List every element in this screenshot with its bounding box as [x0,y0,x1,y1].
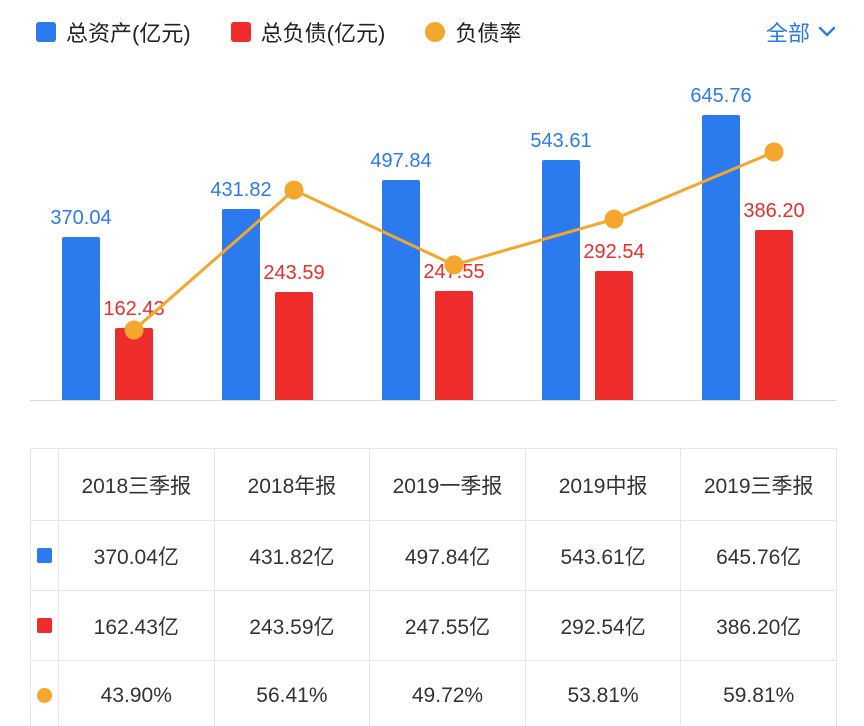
table-header: 2019中报 [524,448,681,520]
table-corner-cell [30,448,58,520]
assets-bar[interactable] [702,115,740,400]
liabilities-bar[interactable] [595,270,633,400]
table-cell: 645.76亿 [680,520,836,590]
row-legend-cell [30,660,58,726]
assets-value-label: 497.84 [370,150,432,173]
period-filter-label: 全部 [765,21,810,46]
legend-item-liabilities[interactable]: 总负债(亿元) [230,16,386,48]
chart-legend: 总资产(亿元) 总负债(亿元) 负债率 全部 [0,14,864,50]
table-cell: 243.59亿 [213,590,370,660]
legend-label: 总资产(亿元) [66,21,191,46]
liabilities-bar[interactable] [755,229,793,400]
legend-label: 总负债(亿元) [260,21,386,46]
ratio-marker[interactable] [764,142,784,162]
assets-value-label: 370.04 [50,206,112,229]
table-cell: 59.81% [680,660,836,726]
liabilities-value-label: 247.55 [423,260,485,283]
row-legend-cell [30,590,58,660]
liabilities-value-label: 292.54 [583,240,645,263]
legend-item-assets[interactable]: 总资产(亿元) [36,16,191,48]
data-table: 2018三季报 2018年报 2019一季报 2019中报 2019三季报 37… [30,448,837,726]
chevron-down-icon [818,26,836,37]
assets-value-label: 543.61 [530,130,592,153]
assets-bar[interactable] [542,160,580,400]
table-cell: 53.81% [524,660,681,726]
assets-swatch-icon [36,22,56,42]
table-cell: 49.72% [369,660,525,726]
table-header: 2018年报 [213,448,370,520]
liabilities-bar[interactable] [275,292,313,400]
chart-baseline [30,400,836,401]
legend-item-ratio[interactable]: 负债率 [425,16,521,48]
period-filter-dropdown[interactable]: 全部 [766,16,836,48]
table-cell: 162.43亿 [58,590,214,660]
assets-bar[interactable] [222,209,260,400]
table-cell: 386.20亿 [680,590,836,660]
table-cell: 292.54亿 [524,590,681,660]
liabilities-swatch-icon [230,22,251,42]
assets-value-label: 431.82 [210,179,272,202]
ratio-swatch-icon [425,22,446,42]
liabilities-bar[interactable] [435,290,473,400]
table-header: 2018三季报 [58,448,214,520]
table-cell: 43.90% [58,660,214,726]
table-cell: 370.04亿 [58,520,214,590]
liabilities-bar[interactable] [115,328,153,400]
table-cell: 247.55亿 [369,590,525,660]
row-legend-cell [30,520,58,590]
legend-label: 负债率 [455,21,522,46]
table-cell: 56.41% [213,660,370,726]
assets-value-label: 645.76 [690,85,752,107]
table-cell: 431.82亿 [213,520,370,590]
ratio-series-icon [37,688,52,703]
table-cell: 543.61亿 [524,520,681,590]
table-header: 2019一季报 [369,448,525,520]
ratio-marker[interactable] [604,209,624,229]
assets-bar[interactable] [382,180,420,400]
assets-liabilities-chart: 370.04 162.43 431.82 243.59 497.84 247.55 543.… [30,85,836,401]
table-header: 2019三季报 [680,448,836,520]
liabilities-value-label: 243.59 [263,262,325,285]
liabilities-value-label: 386.20 [743,199,805,222]
liabilities-value-label: 162.43 [103,298,165,321]
table-cell: 497.84亿 [369,520,525,590]
liabilities-series-icon [37,618,52,633]
assets-series-icon [37,548,52,563]
assets-bar[interactable] [62,236,100,400]
